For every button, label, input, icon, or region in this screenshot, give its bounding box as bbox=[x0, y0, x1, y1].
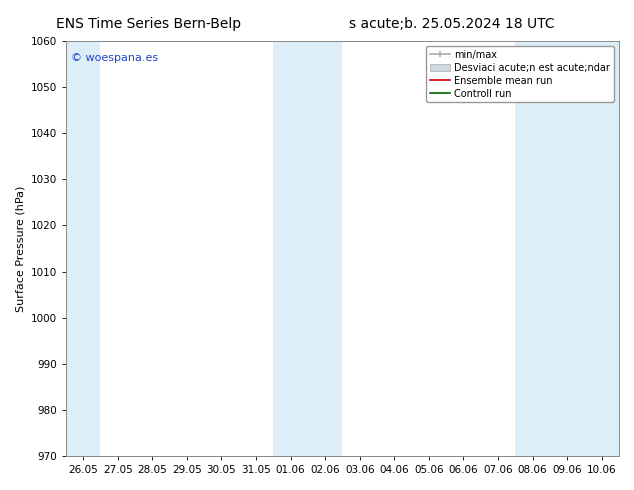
Bar bbox=[550, 41, 585, 456]
Bar bbox=[515, 41, 550, 456]
Bar bbox=[585, 41, 619, 456]
Text: ENS Time Series Bern-Belp: ENS Time Series Bern-Belp bbox=[56, 17, 241, 31]
Text: s acute;b. 25.05.2024 18 UTC: s acute;b. 25.05.2024 18 UTC bbox=[349, 17, 554, 31]
Text: © woespana.es: © woespana.es bbox=[72, 53, 158, 64]
Bar bbox=[273, 41, 308, 456]
Bar bbox=[66, 41, 100, 456]
Bar bbox=[308, 41, 342, 456]
Legend: min/max, Desviaci acute;n est acute;ndar, Ensemble mean run, Controll run: min/max, Desviaci acute;n est acute;ndar… bbox=[426, 46, 614, 102]
Y-axis label: Surface Pressure (hPa): Surface Pressure (hPa) bbox=[15, 185, 25, 312]
